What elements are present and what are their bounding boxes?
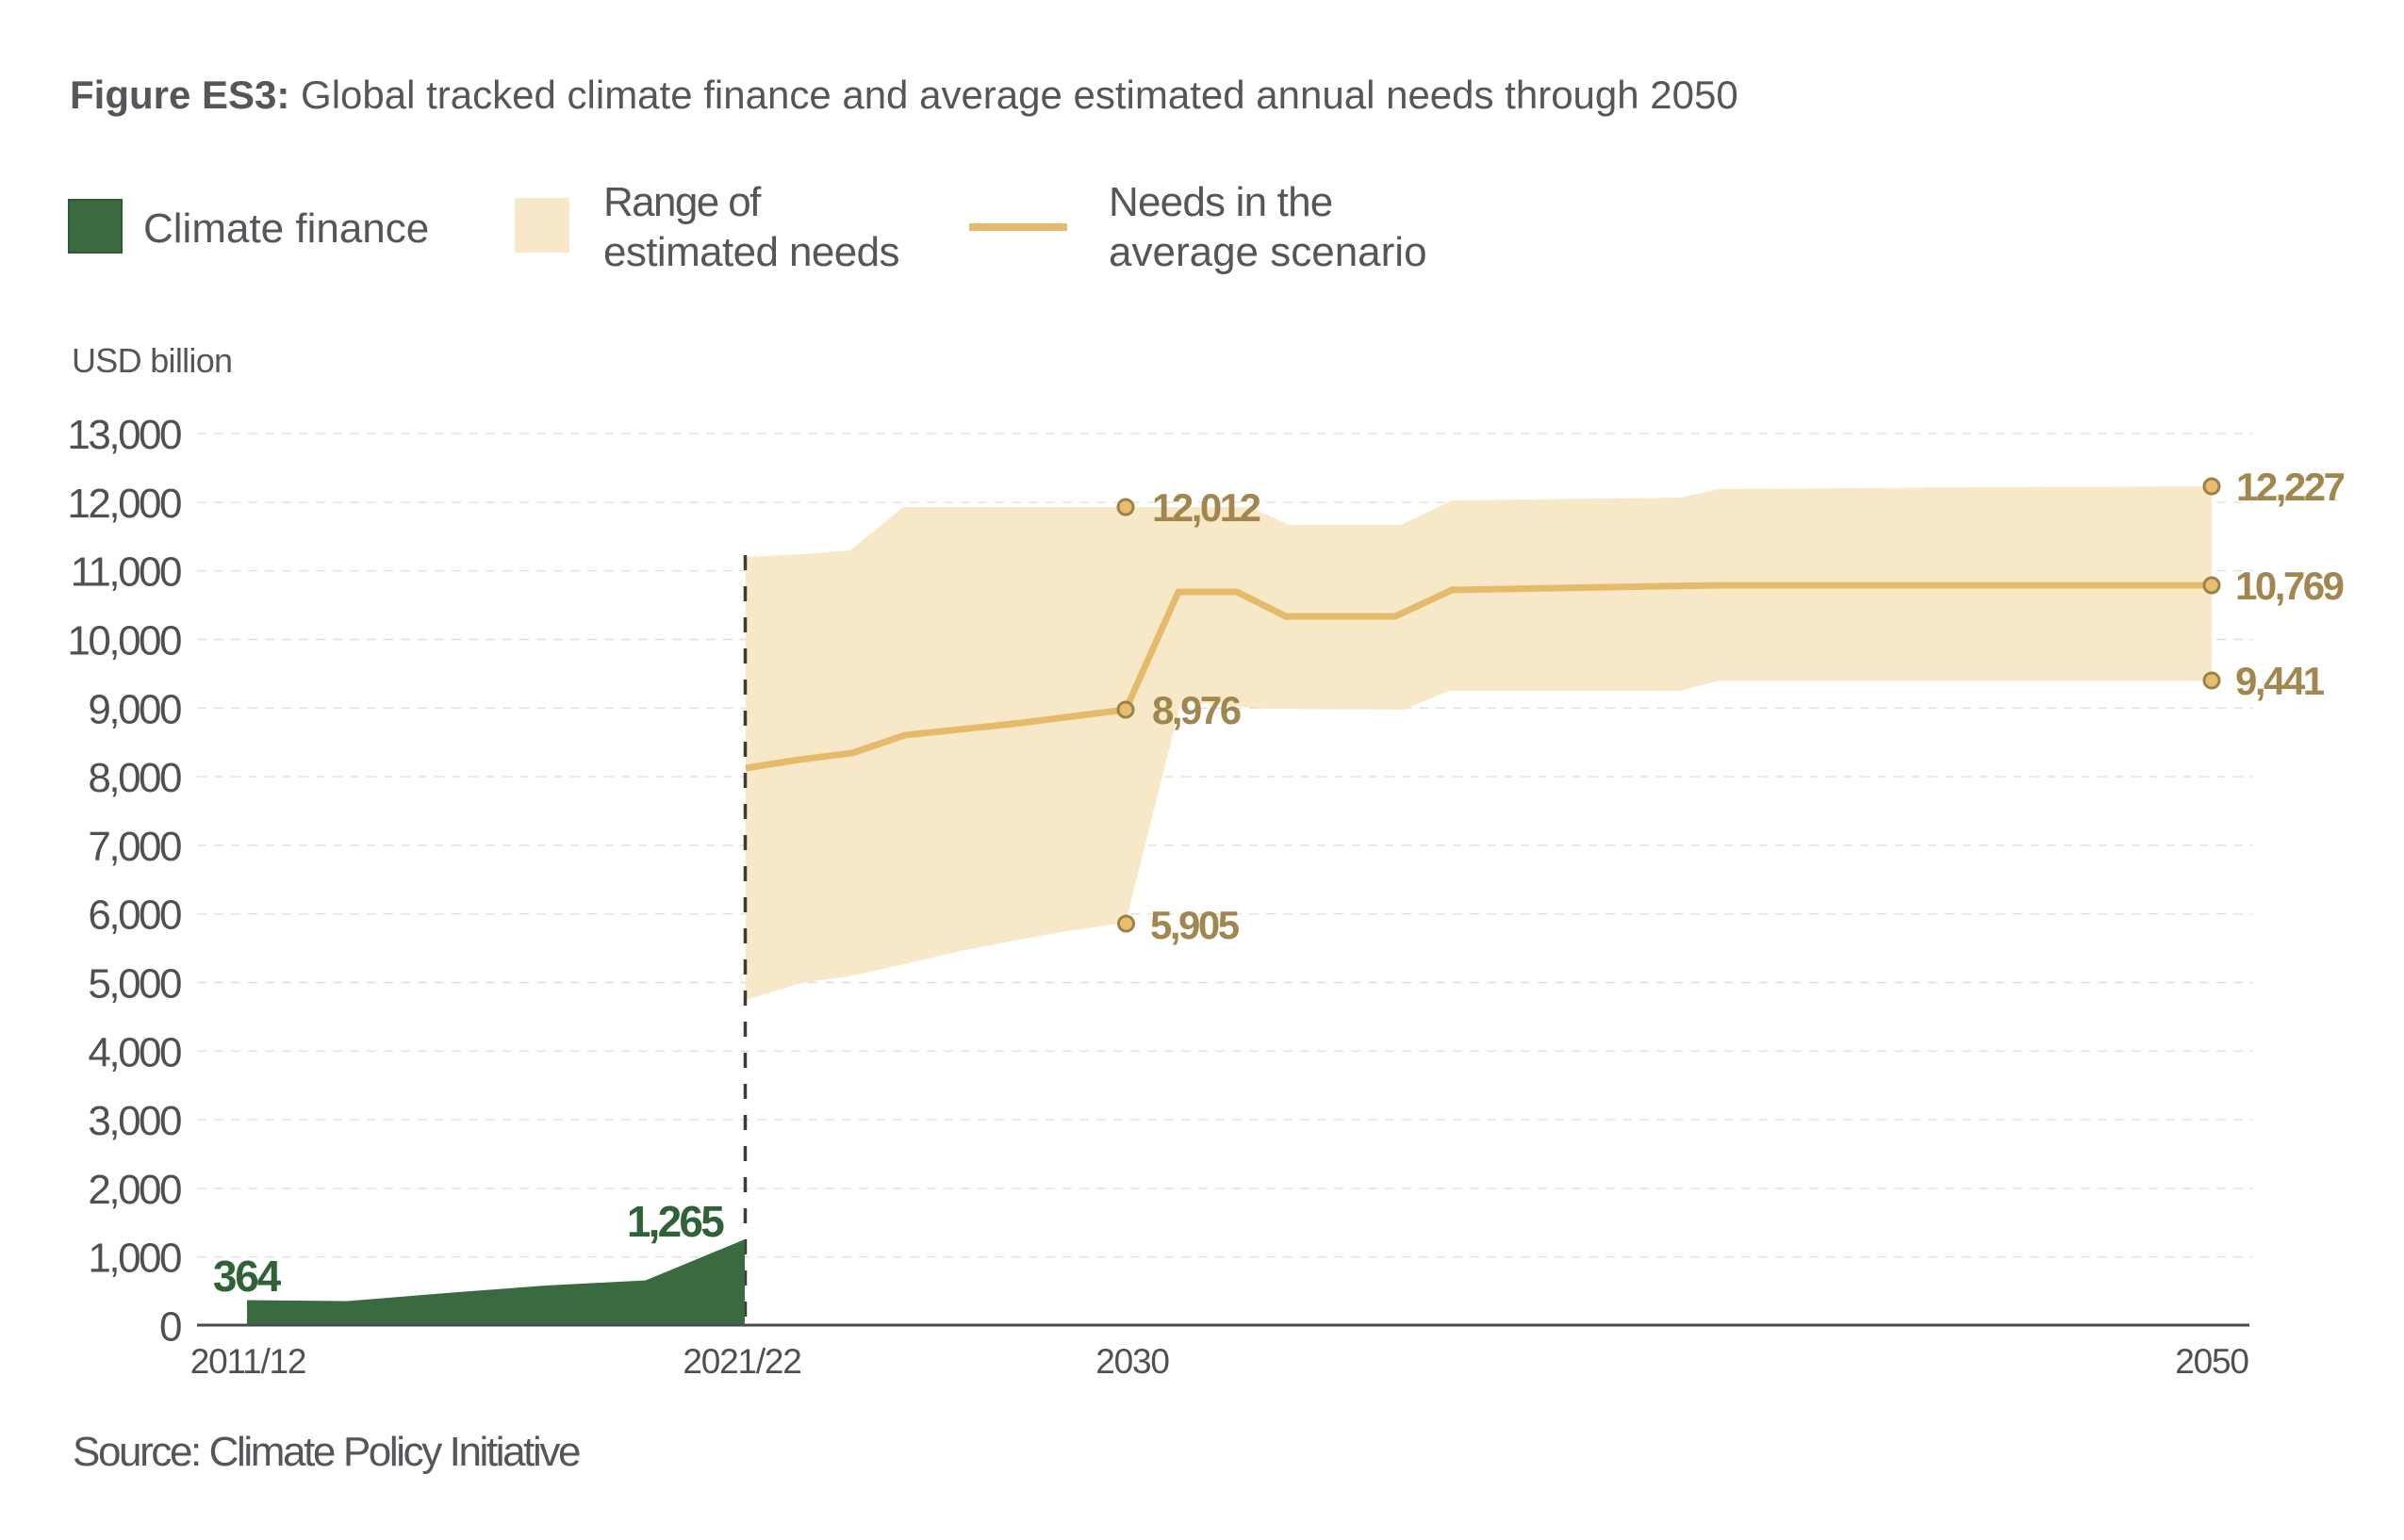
svg-text:Needs in the: Needs in the <box>1109 179 1332 225</box>
svg-text:Source: Climate Policy Initiat: Source: Climate Policy Initiative <box>73 1429 580 1475</box>
svg-text:2021/22: 2021/22 <box>683 1342 800 1381</box>
svg-text:Climate finance: Climate finance <box>143 205 429 252</box>
svg-text:Figure ES3: Global tracked cli: Figure ES3: Global tracked climate finan… <box>70 73 1738 117</box>
svg-text:2030: 2030 <box>1095 1342 1169 1381</box>
svg-text:10,000: 10,000 <box>67 618 181 664</box>
svg-text:average scenario: average scenario <box>1109 229 1427 275</box>
svg-text:1,265: 1,265 <box>627 1197 724 1246</box>
svg-text:6,000: 6,000 <box>88 893 181 939</box>
svg-text:2050: 2050 <box>2175 1342 2248 1381</box>
svg-text:9,441: 9,441 <box>2235 659 2325 703</box>
svg-text:8,976: 8,976 <box>1152 688 1241 732</box>
svg-text:5,905: 5,905 <box>1150 903 1240 947</box>
svg-text:12,000: 12,000 <box>67 481 181 527</box>
svg-text:estimated needs: estimated needs <box>603 229 899 275</box>
svg-text:10,769: 10,769 <box>2235 564 2344 608</box>
svg-text:1,000: 1,000 <box>88 1236 181 1282</box>
svg-text:2,000: 2,000 <box>88 1167 181 1213</box>
svg-text:11,000: 11,000 <box>71 549 181 596</box>
svg-text:5,000: 5,000 <box>88 961 181 1008</box>
svg-text:8,000: 8,000 <box>88 755 181 801</box>
svg-text:13,000: 13,000 <box>67 412 181 458</box>
svg-text:Range of: Range of <box>603 179 762 225</box>
svg-text:9,000: 9,000 <box>88 686 181 732</box>
svg-text:7,000: 7,000 <box>88 824 181 870</box>
svg-text:2011/12: 2011/12 <box>190 1342 306 1381</box>
svg-text:364: 364 <box>213 1252 282 1301</box>
svg-text:12,012: 12,012 <box>1152 485 1260 530</box>
svg-text:4,000: 4,000 <box>88 1029 181 1075</box>
svg-text:0: 0 <box>159 1304 181 1351</box>
svg-text:12,227: 12,227 <box>2236 465 2345 509</box>
svg-text:USD billion: USD billion <box>72 341 232 380</box>
svg-text:3,000: 3,000 <box>88 1098 181 1144</box>
